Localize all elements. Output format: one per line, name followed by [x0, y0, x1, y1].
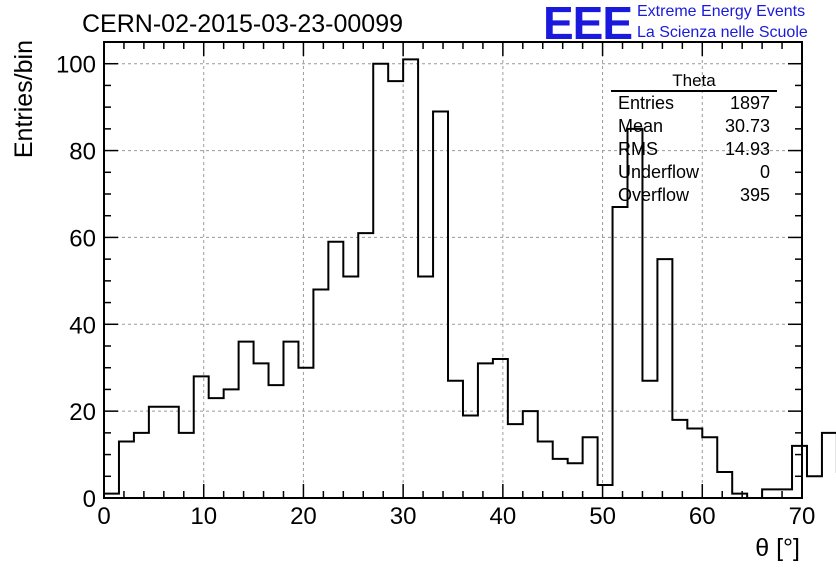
x-tick-label: 50 — [589, 503, 616, 530]
x-tick-labels: 0 10 20 30 40 50 60 70 — [97, 503, 815, 530]
stats-value: 14.93 — [724, 139, 770, 159]
stats-row-rms: RMS 14.93 — [618, 138, 770, 161]
statistics-box: Theta Entries 1897 Mean 30.73 RMS 14.93 … — [611, 71, 777, 209]
run-title: CERN-02-2015-03-23-00099 — [82, 10, 404, 38]
y-tick-labels: 0 20 40 60 80 100 — [56, 52, 96, 513]
y-tick-label: 20 — [69, 399, 96, 426]
stats-label: Overflow — [618, 185, 690, 205]
y-tick-label: 40 — [69, 312, 96, 339]
stats-row-entries: Entries 1897 — [618, 92, 770, 115]
stats-value: 395 — [739, 185, 770, 205]
stats-label: Entries — [618, 93, 675, 113]
stats-value: 30.73 — [724, 116, 770, 136]
y-tick-label: 80 — [69, 139, 96, 166]
histogram-series-line — [103, 58, 836, 499]
stats-row-underflow: Underflow 0 — [618, 161, 770, 184]
x-tick-label: 10 — [190, 503, 217, 530]
x-tick-label: 60 — [689, 503, 716, 530]
stats-label: Underflow — [618, 162, 700, 182]
x-axis-label: θ [°] — [755, 534, 800, 562]
stats-value: 0 — [759, 162, 770, 182]
stats-title: Theta — [611, 71, 777, 92]
axis-ticks — [103, 41, 803, 499]
stats-label: Mean — [618, 116, 664, 136]
y-tick-label: 0 — [83, 486, 96, 513]
y-tick-label: 60 — [69, 225, 96, 252]
logo-line-2: La Scienza nelle Scuole — [637, 24, 808, 41]
logo-line-1: Extreme Energy Events — [637, 3, 806, 20]
stats-label: RMS — [618, 139, 658, 159]
stats-row-mean: Mean 30.73 — [618, 115, 770, 138]
x-tick-label: 30 — [390, 503, 417, 530]
grid-lines — [104, 42, 802, 498]
y-axis-label: Entries/bin — [10, 40, 38, 158]
x-tick-label: 70 — [789, 503, 816, 530]
x-tick-label: 40 — [490, 503, 517, 530]
stats-row-overflow: Overflow 395 — [618, 184, 770, 207]
y-tick-label: 100 — [56, 52, 96, 79]
stats-value: 1897 — [729, 93, 770, 113]
plot-frame — [103, 41, 803, 499]
eee-logo-mark: EEE — [543, 0, 633, 49]
x-tick-label: 0 — [97, 503, 110, 530]
x-tick-label: 20 — [290, 503, 317, 530]
